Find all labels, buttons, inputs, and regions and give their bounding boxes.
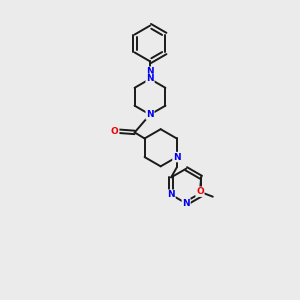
Text: N: N — [146, 74, 154, 83]
Text: N: N — [182, 199, 190, 208]
Text: N: N — [146, 67, 154, 76]
Text: N: N — [173, 153, 181, 162]
Text: N: N — [146, 110, 154, 119]
Text: N: N — [167, 190, 175, 199]
Text: O: O — [196, 187, 204, 196]
Text: O: O — [111, 127, 119, 136]
